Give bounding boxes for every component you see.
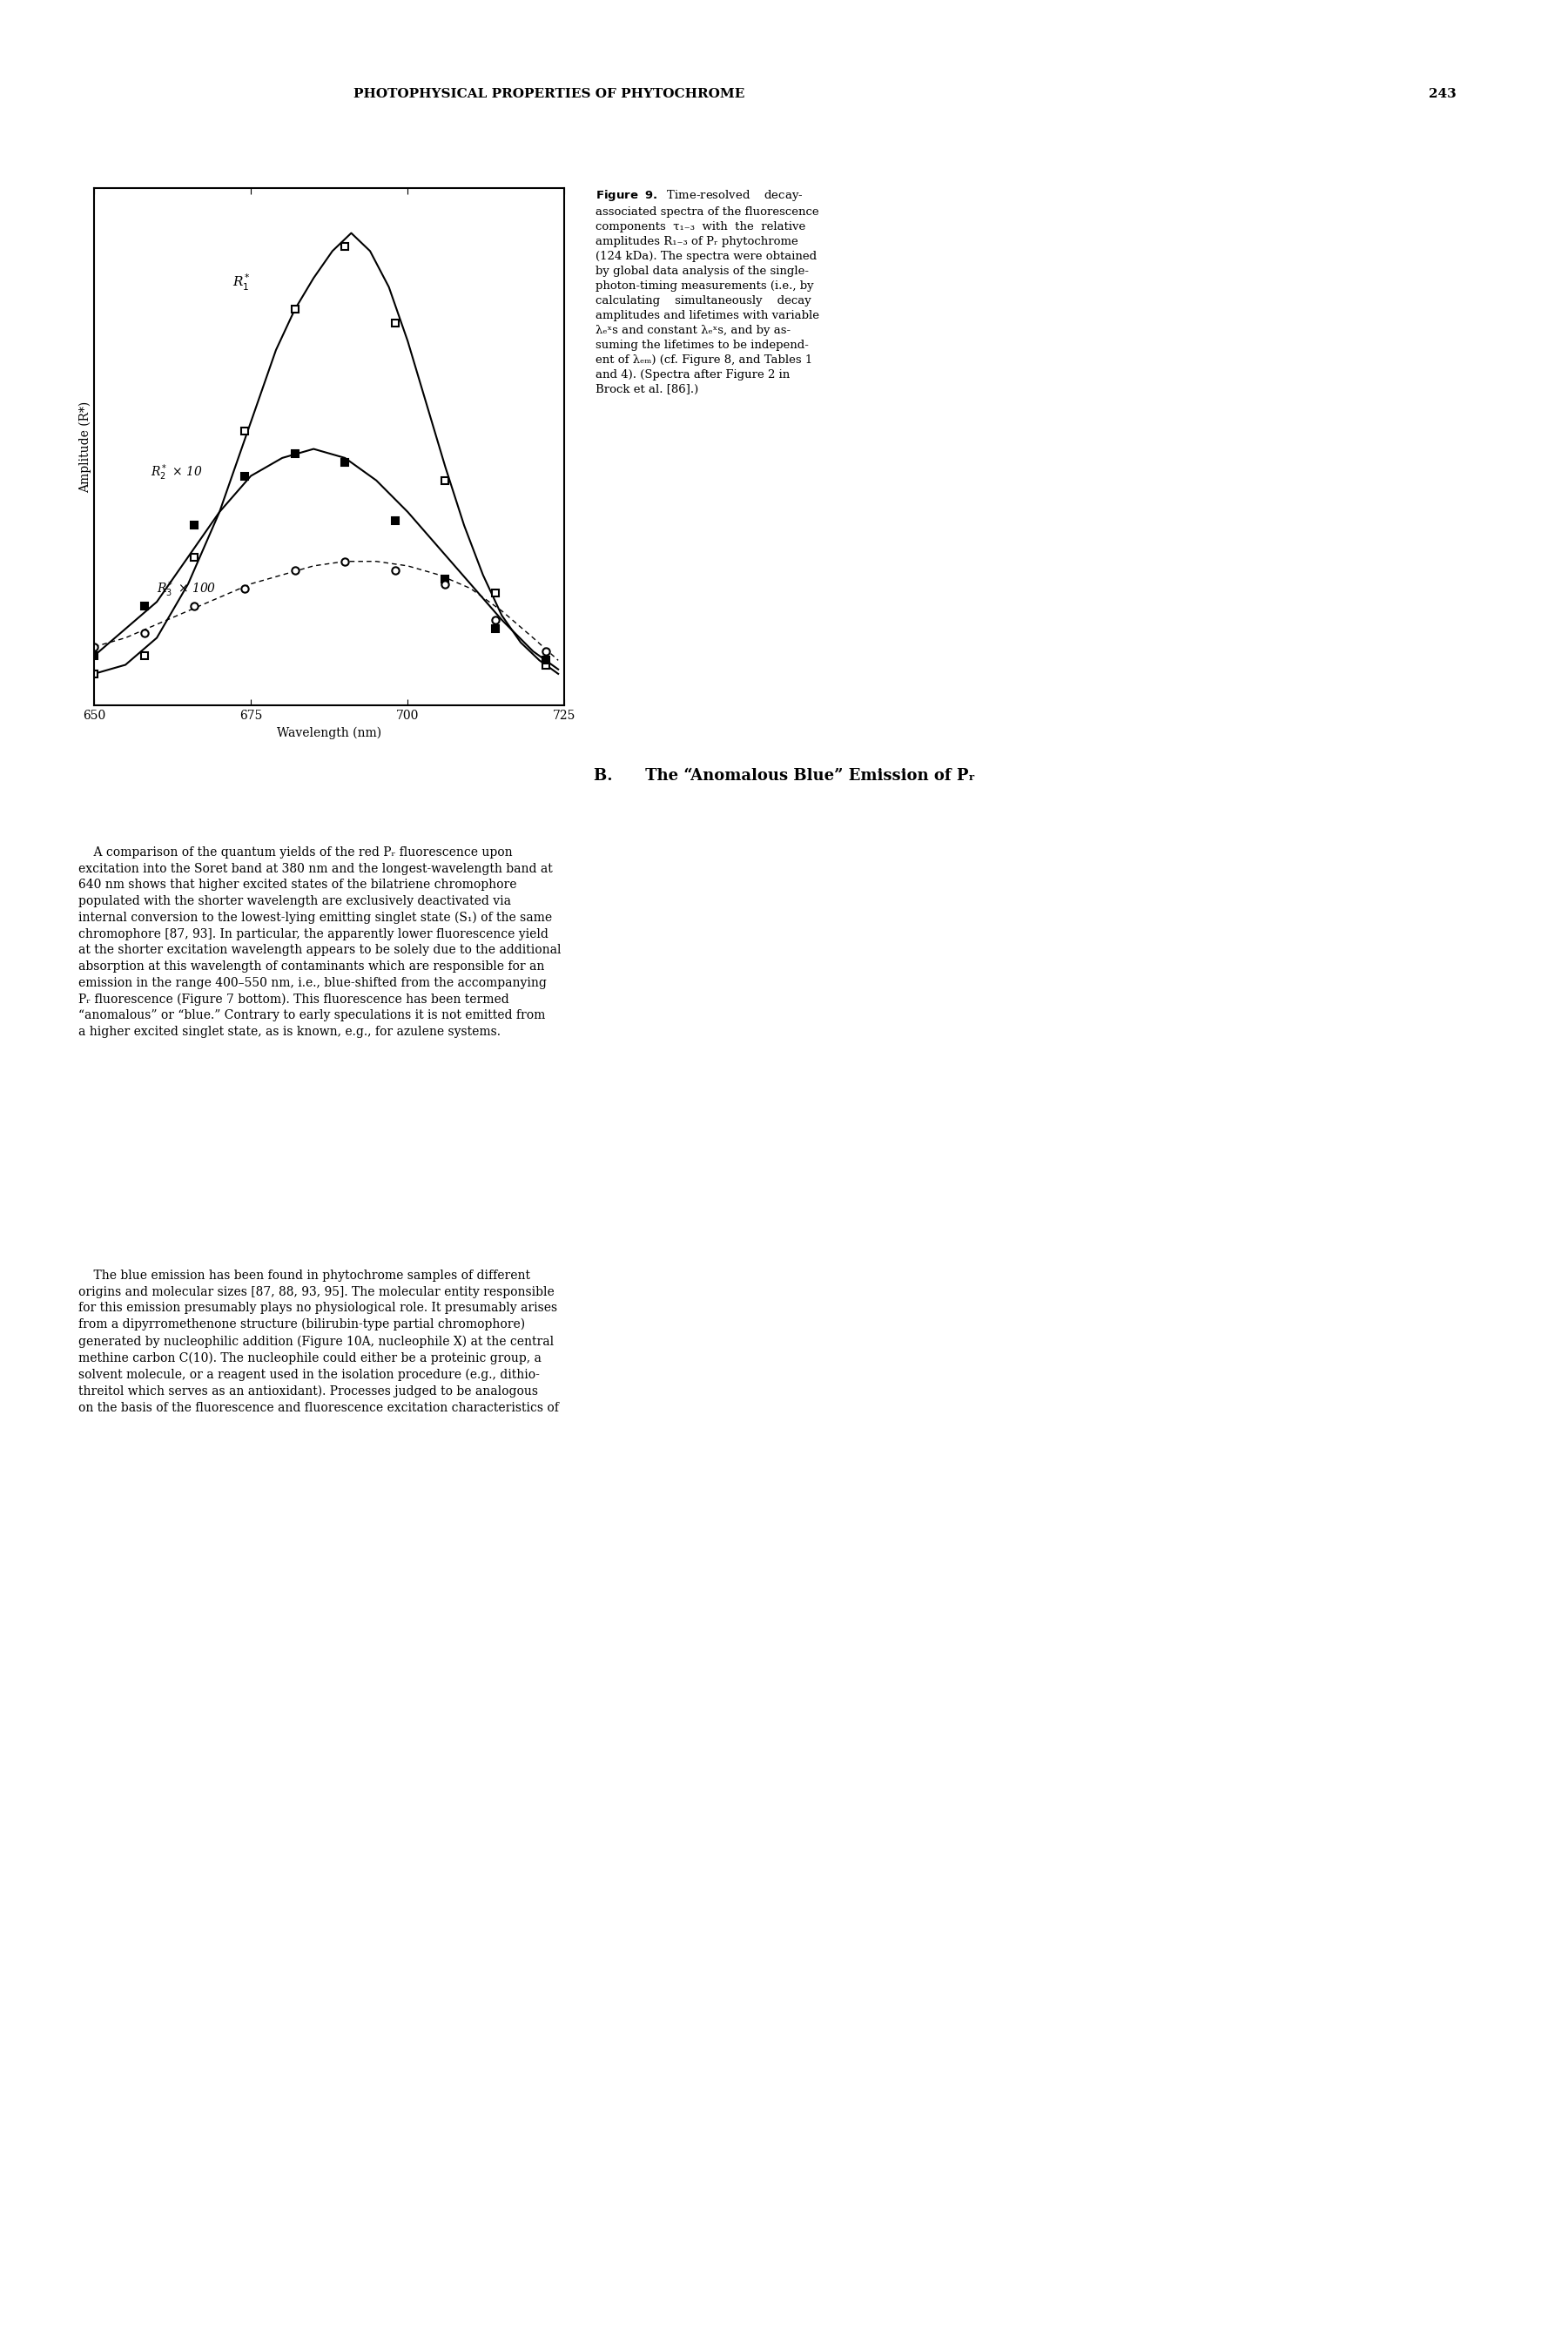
Text: $\bf{Figure}$  $\bf{9.}$  Time-resolved    decay-
associated spectra of the fluo: $\bf{Figure}$ $\bf{9.}$ Time-resolved de…	[596, 188, 820, 395]
Text: 243: 243	[1428, 87, 1457, 101]
Text: The blue emission has been found in phytochrome samples of different
origins and: The blue emission has been found in phyt…	[78, 1270, 558, 1413]
Text: B.      The “Anomalous Blue” Emission of Pᵣ: B. The “Anomalous Blue” Emission of Pᵣ	[593, 769, 975, 783]
X-axis label: Wavelength (nm): Wavelength (nm)	[278, 726, 381, 738]
Text: PHOTOPHYSICAL PROPERTIES OF PHYTOCHROME: PHOTOPHYSICAL PROPERTIES OF PHYTOCHROME	[353, 87, 745, 101]
Text: R$_2^*$ × 10: R$_2^*$ × 10	[151, 463, 202, 482]
Text: R$_3^*$ × 100: R$_3^*$ × 100	[157, 578, 216, 600]
Text: R$_1^*$: R$_1^*$	[232, 273, 251, 292]
Y-axis label: Amplitude (R*): Amplitude (R*)	[78, 402, 91, 491]
Text: A comparison of the quantum yields of the red Pᵣ fluorescence upon
excitation in: A comparison of the quantum yields of th…	[78, 846, 561, 1037]
